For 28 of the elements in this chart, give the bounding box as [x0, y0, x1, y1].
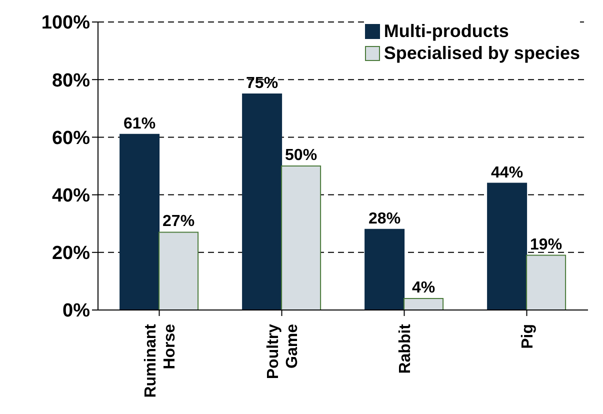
data-label: 75% [246, 75, 278, 92]
data-label: 4% [412, 279, 436, 296]
y-tick-label: 20% [52, 243, 90, 264]
data-label: 27% [162, 213, 195, 230]
data-label: 28% [368, 210, 401, 228]
bar [281, 166, 322, 310]
bar [487, 182, 528, 310]
legend-label: Multi-products [384, 20, 509, 42]
bar [526, 254, 566, 310]
bar [404, 298, 444, 310]
x-tick-label: Ruminant Horse [142, 323, 178, 398]
data-label: 50% [285, 147, 318, 164]
x-tick-label: Poultry Game [264, 324, 301, 380]
y-tick-label: 40% [52, 186, 90, 207]
bar [242, 94, 282, 310]
data-label: 19% [530, 236, 562, 254]
y-tick-label: 100% [41, 12, 90, 34]
data-label: 44% [491, 164, 524, 182]
x-tick-label: Rabbit [396, 323, 414, 374]
data-label: 61% [124, 115, 156, 132]
y-tick-label: 80% [52, 70, 90, 92]
y-tick-label: 0% [62, 300, 90, 322]
legend-label: Specialised by species [384, 42, 580, 64]
x-tick-label: Pig [519, 324, 536, 349]
bar [120, 134, 160, 310]
bar [158, 232, 199, 310]
y-tick-label: 60% [52, 128, 90, 149]
bar [364, 228, 405, 310]
